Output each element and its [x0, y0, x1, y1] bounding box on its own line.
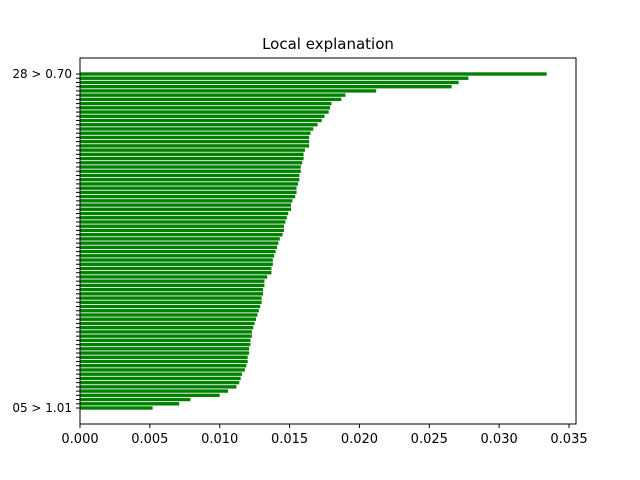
bar — [80, 232, 283, 237]
x-tick-label: 0.000 — [61, 432, 98, 447]
bar — [80, 342, 251, 347]
bar — [80, 101, 332, 106]
bars — [80, 72, 547, 410]
bar — [80, 72, 547, 76]
bar — [80, 406, 153, 410]
x-tick-label: 0.010 — [201, 432, 238, 447]
bar — [80, 224, 284, 228]
plot-frame — [79, 57, 577, 425]
x-tick-label: 0.020 — [341, 432, 378, 447]
y-axis: 28 > 0.70 05 > 1.01 — [12, 67, 80, 415]
bar — [80, 152, 304, 157]
bar — [80, 173, 300, 178]
bar — [80, 228, 284, 233]
bar — [80, 220, 286, 224]
bar — [80, 148, 305, 152]
bar — [80, 313, 258, 317]
bar — [80, 393, 220, 398]
bar — [80, 325, 254, 330]
bar — [80, 139, 310, 144]
bar — [80, 80, 459, 85]
bar — [80, 127, 314, 131]
x-axis: 0.000 0.005 0.010 0.015 0.020 0.025 0.030 0.035 — [61, 424, 588, 447]
x-tick-label: 0.035 — [550, 432, 587, 447]
x-tick-label: 0.005 — [131, 432, 168, 447]
bar — [80, 165, 301, 169]
chart-title: Local explanation — [262, 35, 394, 53]
bar — [80, 271, 272, 275]
bar — [80, 118, 322, 123]
bar — [80, 245, 278, 250]
bar — [80, 287, 264, 292]
bar — [80, 123, 318, 127]
bar — [80, 321, 255, 326]
bar — [80, 169, 301, 173]
bar — [80, 216, 287, 220]
bar — [80, 351, 250, 355]
bar — [80, 296, 262, 300]
bar — [80, 211, 289, 216]
bar — [80, 334, 252, 338]
bar — [80, 262, 273, 266]
bar — [80, 304, 261, 309]
x-tick-label: 0.025 — [411, 432, 448, 447]
bar — [80, 76, 469, 80]
bar — [80, 178, 300, 182]
bar — [80, 110, 329, 114]
bar — [80, 355, 248, 359]
x-tick-label: 0.015 — [271, 432, 308, 447]
bar — [80, 397, 191, 402]
bar — [80, 237, 280, 241]
x-tick-label: 0.030 — [481, 432, 518, 447]
bar — [80, 114, 325, 118]
bar — [80, 258, 273, 262]
bar — [80, 368, 245, 372]
bar — [80, 402, 180, 406]
bar — [80, 131, 311, 135]
bar — [80, 106, 331, 110]
bar — [80, 389, 229, 393]
bar — [80, 317, 257, 321]
bar — [80, 376, 241, 381]
bar — [80, 266, 272, 271]
bar — [80, 93, 346, 97]
bar — [80, 338, 251, 343]
bar — [80, 249, 276, 254]
bar — [80, 84, 452, 89]
bar — [80, 97, 342, 102]
bar — [80, 156, 304, 161]
bar — [80, 309, 259, 313]
bar — [80, 182, 298, 186]
bar — [80, 161, 303, 165]
y-tick-label: 28 > 0.70 — [12, 67, 72, 81]
bar — [80, 372, 243, 376]
y-tick-label: 05 > 1.01 — [12, 401, 72, 415]
bar — [80, 385, 237, 389]
bar — [80, 279, 265, 283]
bar — [80, 207, 291, 211]
bar — [80, 144, 310, 148]
bar — [80, 275, 268, 279]
bar — [80, 283, 265, 288]
bar — [80, 359, 248, 364]
bar — [80, 364, 247, 368]
bar — [80, 186, 297, 190]
bar — [80, 347, 250, 351]
bar — [80, 203, 291, 207]
bar — [80, 330, 252, 334]
bar — [80, 300, 262, 304]
bar — [80, 194, 296, 199]
bar — [80, 254, 275, 258]
bar — [80, 89, 377, 93]
bar — [80, 190, 297, 195]
bar — [80, 135, 310, 140]
bar — [80, 380, 240, 385]
bar — [80, 199, 293, 203]
bar — [80, 292, 264, 296]
bar — [80, 241, 279, 245]
